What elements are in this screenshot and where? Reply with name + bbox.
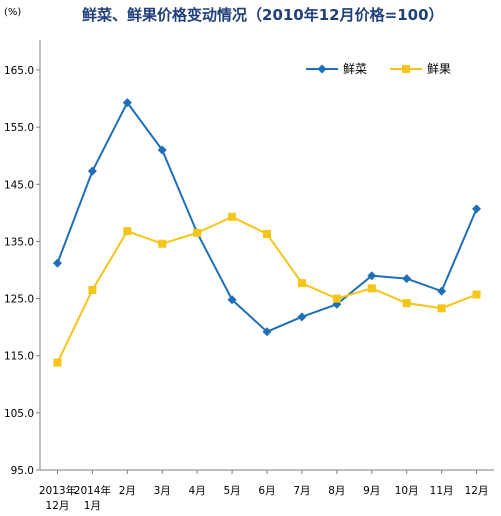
data-point-0 — [402, 274, 412, 284]
legend-label-1: 鲜果 — [427, 62, 451, 76]
data-point-1 — [53, 358, 62, 367]
data-point-0 — [87, 166, 97, 176]
data-point-0 — [227, 295, 237, 305]
series-layer — [52, 98, 482, 367]
unit-label: (%) — [4, 7, 21, 18]
y-tick-labels: 95.0 105.0 115.0 125.0 135.0 145.0 155.0 165.0 — [4, 65, 34, 477]
x-tick-labels: 2013年 12月 2014年 1月 2月 3月 4月 5月 6月 7月 8月 9月 10月 11月 12月 — [39, 484, 489, 512]
x-tick-label: 2013年 — [39, 484, 76, 497]
data-point-1 — [402, 299, 411, 308]
data-point-1 — [158, 239, 167, 248]
axes — [36, 40, 494, 474]
x-tick-label: 10月 — [395, 485, 419, 497]
y-tick-label: 155.0 — [4, 122, 34, 134]
chart-title: 鲜菜、鲜果价格变动情况（2010年12月价格=100） — [82, 6, 444, 24]
x-tick-label: 2014年 — [74, 484, 111, 497]
x-tick-label: 5月 — [223, 485, 240, 497]
data-point-1 — [193, 228, 202, 237]
series-line-0 — [56, 100, 478, 333]
x-tick-label: 12月 — [465, 485, 489, 497]
y-tick-label: 125.0 — [4, 294, 34, 306]
y-tick-label: 105.0 — [4, 408, 34, 420]
x-tick-label: 9月 — [363, 485, 380, 497]
x-tick-label: 4月 — [189, 485, 206, 497]
y-tick-label: 165.0 — [4, 65, 34, 77]
legend-marker-0 — [317, 64, 327, 74]
x-tick-label: 3月 — [154, 485, 171, 497]
x-tick-label: 12月 — [46, 500, 70, 512]
legend: 鲜菜 鲜果 — [306, 62, 451, 76]
x-tick-label: 11月 — [430, 485, 454, 497]
x-tick-label: 1月 — [84, 500, 101, 512]
data-point-0 — [122, 98, 132, 108]
data-point-1 — [437, 304, 446, 313]
data-point-1 — [88, 286, 97, 294]
y-tick-label: 145.0 — [4, 179, 34, 191]
data-point-0 — [157, 145, 167, 155]
x-tick-label: 6月 — [258, 485, 275, 497]
data-point-1 — [263, 230, 271, 238]
x-tick-label: 7月 — [293, 485, 310, 497]
data-point-0 — [297, 312, 307, 322]
data-point-1 — [367, 284, 376, 293]
data-point-1 — [228, 212, 237, 221]
legend-label-0: 鲜菜 — [343, 62, 367, 76]
y-tick-label: 95.0 — [11, 465, 34, 477]
data-point-0 — [367, 271, 377, 281]
data-point-1 — [332, 294, 341, 303]
data-point-0 — [472, 204, 482, 214]
x-tick-label: 2月 — [119, 485, 136, 497]
y-tick-label: 115.0 — [4, 351, 34, 363]
legend-marker-1 — [402, 65, 410, 73]
data-point-0 — [262, 327, 272, 337]
series-line-1 — [56, 215, 477, 364]
data-point-1 — [472, 290, 481, 299]
y-tick-label: 135.0 — [4, 236, 34, 248]
data-point-1 — [123, 227, 132, 236]
data-point-0 — [52, 258, 62, 268]
data-point-1 — [297, 279, 306, 288]
x-tick-label: 8月 — [328, 485, 345, 497]
data-point-0 — [437, 286, 447, 296]
